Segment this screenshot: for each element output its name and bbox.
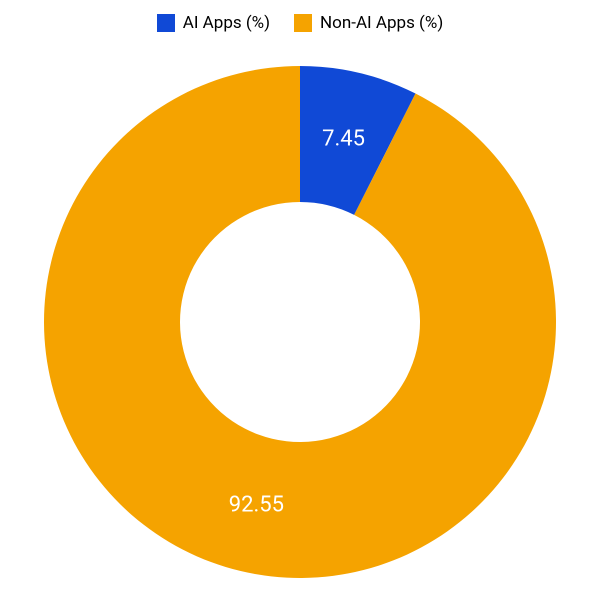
legend-item-non-ai: Non-AI Apps (%) bbox=[294, 14, 443, 32]
legend-label-ai: AI Apps (%) bbox=[183, 15, 270, 32]
chart-frame: AI Apps (%) Non-AI Apps (%) 7.45 92.55 bbox=[0, 0, 600, 600]
legend-item-ai: AI Apps (%) bbox=[157, 14, 270, 32]
donut-chart: 7.45 92.55 bbox=[35, 57, 565, 587]
donut-svg bbox=[35, 57, 565, 587]
legend-swatch-ai bbox=[157, 14, 175, 32]
legend-label-non-ai: Non-AI Apps (%) bbox=[320, 15, 443, 32]
slice-non-ai bbox=[44, 66, 556, 578]
slice-label-ai: 7.45 bbox=[322, 127, 365, 152]
legend-swatch-non-ai bbox=[294, 14, 312, 32]
slice-label-non-ai: 92.55 bbox=[229, 492, 284, 517]
legend: AI Apps (%) Non-AI Apps (%) bbox=[0, 14, 600, 32]
